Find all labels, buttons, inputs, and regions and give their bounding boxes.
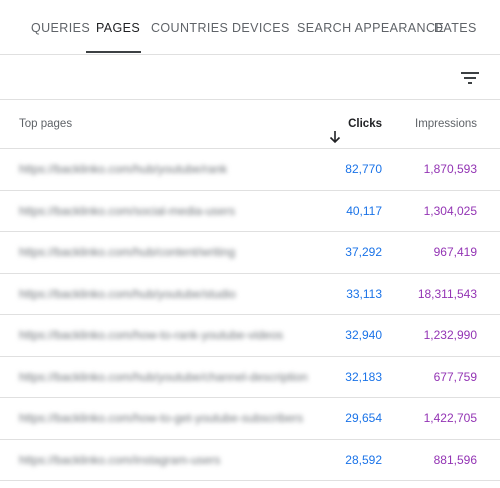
table-row: https://backlinko.com/how-to-get-youtube… [0,398,500,440]
clicks-value: 29,654 [345,411,382,425]
impressions-value: 1,304,025 [423,203,477,218]
clicks-value: 32,183 [345,369,382,384]
clicks-value: 28,592 [345,452,382,467]
table-row: https://backlinko.com/instagram-users 28… [0,440,500,481]
tab-countries[interactable]: COUNTRIES [151,21,229,35]
clicks-value: 32,940 [345,328,382,342]
page-url[interactable]: https://backlinko.com/how-to-rank-youtub… [19,328,284,342]
page-url[interactable]: https://backlinko.com/social-media-users [19,203,236,218]
filter-button[interactable] [458,66,482,90]
table-row: https://backlinko.com/hub/content/writin… [0,232,500,274]
table-body: https://backlinko.com/hub/youtube/rank 8… [0,149,500,481]
report-tabs: QUERIES PAGES COUNTRIES DEVICES SEARCH A… [0,0,500,55]
table-row: https://backlinko.com/social-media-users… [0,191,500,232]
tab-search-appearance[interactable]: SEARCH APPEARANCE [297,21,445,35]
table-row: https://backlinko.com/hub/youtube/rank 8… [0,149,500,191]
impressions-value: 1,232,990 [423,328,477,342]
clicks-value: 40,117 [346,203,382,218]
page-url[interactable]: https://backlinko.com/hub/youtube/rank [19,162,228,176]
page-url[interactable]: https://backlinko.com/hub/youtube/studio [19,286,236,301]
table-header: Top pages Clicks Impressions [0,100,500,149]
impressions-value: 1,422,705 [423,411,477,425]
page-url[interactable]: https://backlinko.com/hub/content/writin… [19,245,236,259]
table-row: https://backlinko.com/how-to-rank-youtub… [0,315,500,357]
impressions-value: 967,419 [433,245,477,259]
arrow-down-icon [329,117,341,144]
clicks-value: 37,292 [345,245,382,259]
page-url[interactable]: https://backlinko.com/how-to-get-youtube… [19,411,304,425]
column-header-impressions[interactable]: Impressions [415,118,477,130]
impressions-value: 1,870,593 [423,162,477,176]
tab-dates[interactable]: DATES [434,21,477,35]
impressions-value: 677,759 [433,369,477,384]
active-tab-indicator [86,51,141,53]
column-header-clicks[interactable]: Clicks [329,100,382,148]
impressions-value: 18,311,543 [417,286,477,301]
page-url[interactable]: https://backlinko.com/instagram-users [19,452,221,467]
clicks-value: 82,770 [345,162,382,176]
tab-devices[interactable]: DEVICES [232,21,290,35]
page-url[interactable]: https://backlinko.com/hub/youtube/channe… [19,369,308,384]
filter-icon [461,72,479,84]
tab-pages[interactable]: PAGES [96,21,141,35]
clicks-value: 33,113 [346,286,382,301]
table-row: https://backlinko.com/hub/youtube/channe… [0,357,500,398]
impressions-value: 881,596 [433,452,477,467]
column-header-top-pages: Top pages [19,118,73,130]
table-row: https://backlinko.com/hub/youtube/studio… [0,274,500,315]
table-toolbar [0,55,500,100]
tab-queries[interactable]: QUERIES [31,21,91,35]
column-header-clicks-label: Clicks [348,118,382,130]
